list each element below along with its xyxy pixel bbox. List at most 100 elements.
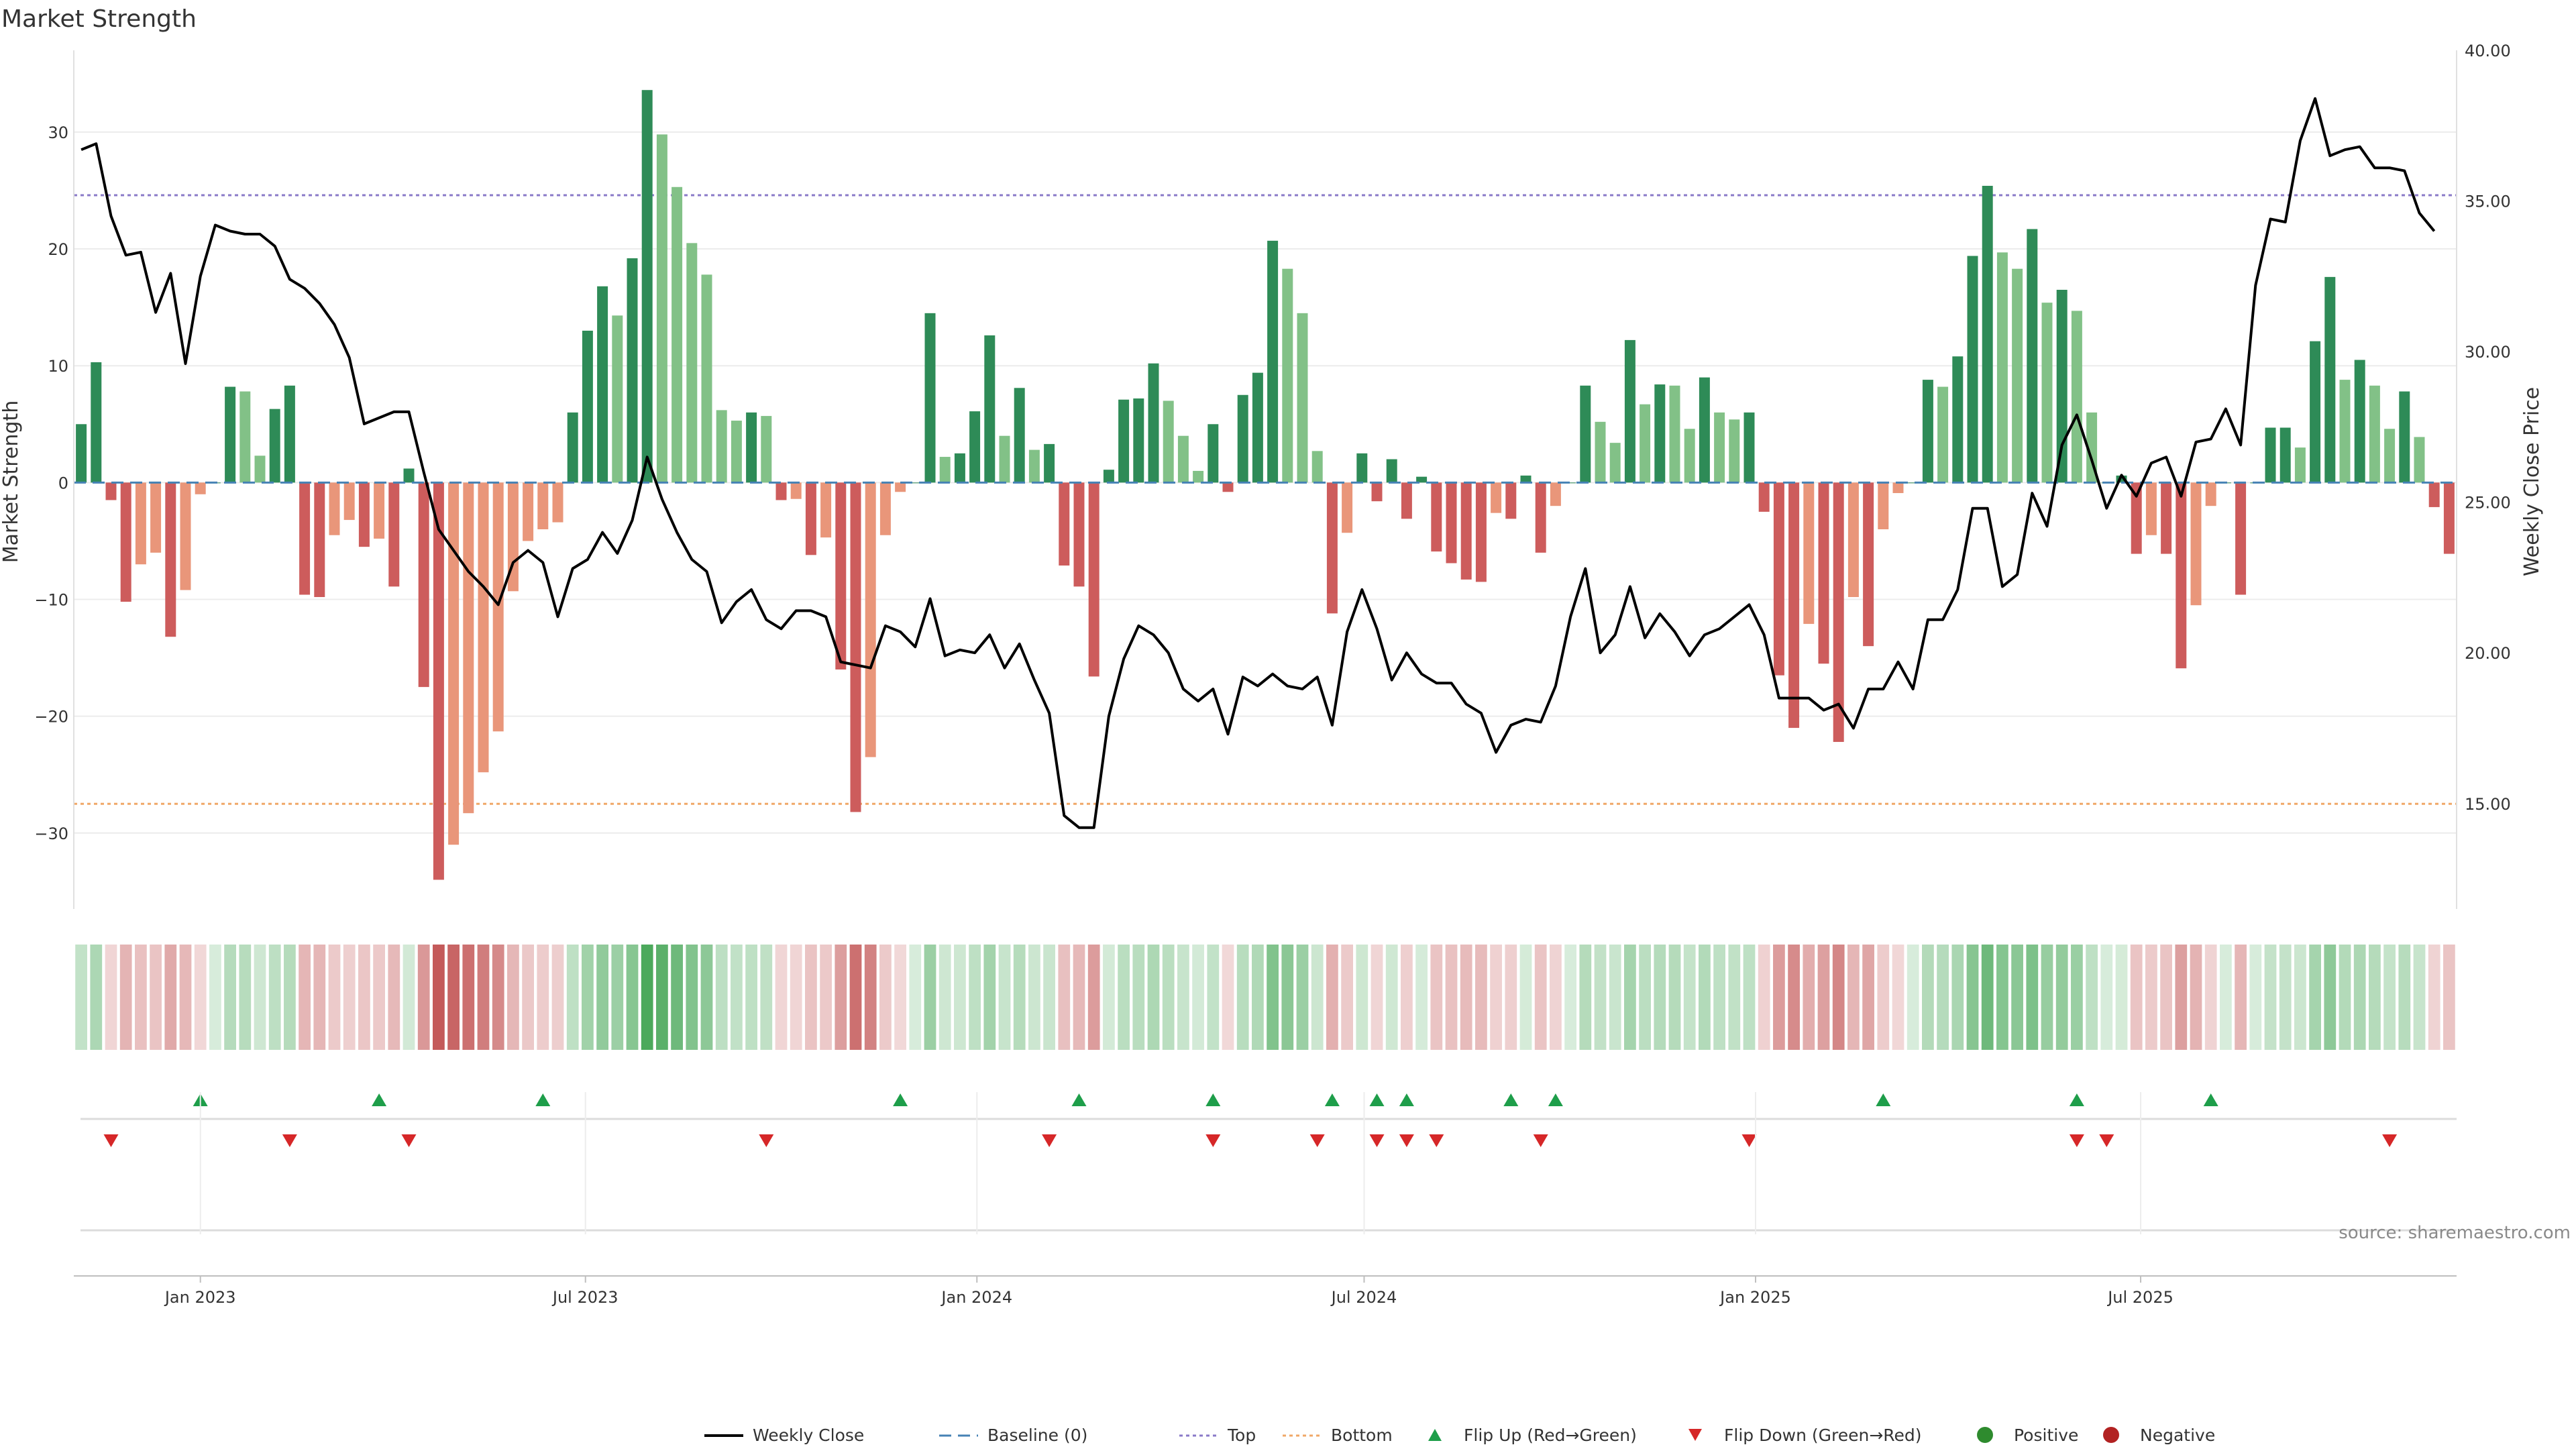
heat-cell-77: [1222, 945, 1234, 1050]
strength-bar-86: [1356, 453, 1368, 483]
strength-bar-24: [433, 482, 444, 880]
heat-cell-57: [924, 945, 936, 1050]
strength-bar-53: [865, 482, 876, 757]
strength-bar-118: [1833, 482, 1844, 742]
strength-bar-141: [2176, 482, 2187, 669]
strength-bar-13: [269, 409, 280, 483]
strength-bar-88: [1386, 459, 1397, 483]
flip-up-marker-2: [535, 1093, 551, 1106]
heat-cell-53: [864, 945, 877, 1050]
heat-cell-75: [1192, 945, 1204, 1050]
left-tick-label-0: −30: [34, 824, 68, 843]
chart-title: Market Strength: [1, 5, 197, 33]
strength-bar-41: [686, 243, 698, 483]
strength-bar-79: [1252, 372, 1263, 483]
strength-bar-100: [1565, 482, 1576, 484]
strength-bar-68: [1088, 482, 1099, 677]
strength-bar-103: [1609, 443, 1621, 483]
strength-bar-71: [1133, 398, 1144, 483]
strength-bar-101: [1580, 385, 1591, 483]
heat-cell-104: [1624, 945, 1636, 1050]
heat-cell-133: [2055, 945, 2068, 1050]
flip-down-marker-4: [1042, 1134, 1057, 1147]
heat-cell-28: [492, 945, 504, 1050]
heat-cell-12: [254, 945, 266, 1050]
heat-cell-148: [2279, 945, 2292, 1050]
flip-down-marker-12: [2069, 1134, 2084, 1147]
strength-bar-15: [299, 482, 311, 595]
heat-cell-130: [2011, 945, 2023, 1050]
heat-cell-79: [1252, 945, 1264, 1050]
strength-bar-116: [1803, 482, 1815, 625]
strength-bar-35: [597, 286, 608, 483]
heat-cell-145: [2235, 945, 2247, 1050]
left-axis-title: Market Strength: [0, 400, 23, 563]
heat-cell-74: [1177, 945, 1189, 1050]
heat-cell-143: [2204, 945, 2217, 1050]
strength-bar-69: [1103, 470, 1114, 483]
heat-cell-114: [1773, 945, 1785, 1050]
heat-cell-124: [1922, 945, 1934, 1050]
strength-bar-56: [910, 482, 921, 484]
strength-bar-73: [1163, 400, 1174, 483]
heat-cell-85: [1341, 945, 1353, 1050]
right-tick-label-0: 15.00: [2465, 795, 2511, 814]
heat-cell-159: [2443, 945, 2455, 1050]
strength-bar-20: [374, 482, 385, 539]
strength-bar-96: [1505, 482, 1517, 519]
heat-cell-71: [1132, 945, 1145, 1050]
strength-bar-126: [1952, 356, 1964, 483]
flip-up-marker-9: [1503, 1093, 1519, 1106]
heat-cell-106: [1654, 945, 1666, 1050]
strength-bar-129: [1996, 252, 2008, 483]
strength-bar-61: [984, 335, 996, 483]
heat-cell-31: [537, 945, 549, 1050]
strength-bar-18: [343, 482, 355, 521]
strength-bar-64: [1028, 449, 1040, 483]
strength-bar-97: [1520, 475, 1532, 483]
heat-cell-108: [1683, 945, 1696, 1050]
heat-cell-35: [596, 945, 608, 1050]
strength-bar-109: [1699, 377, 1710, 483]
strength-bar-54: [879, 482, 891, 535]
heat-cell-157: [2413, 945, 2426, 1050]
legend-label-3: Bottom: [1331, 1426, 1393, 1445]
heat-cell-2: [105, 945, 117, 1050]
flip-up-marker-6: [1324, 1093, 1340, 1106]
source-note: source: sharemaestro.com: [2339, 1223, 2571, 1243]
date-tick-label-5: Jul 2025: [2106, 1288, 2174, 1307]
flip-down-marker-1: [282, 1134, 297, 1147]
heat-cell-138: [2130, 945, 2143, 1050]
flip-down-marker-6: [1309, 1134, 1325, 1147]
strength-bar-38: [641, 90, 653, 483]
heat-cell-36: [611, 945, 624, 1050]
heat-cell-5: [150, 945, 162, 1050]
flip-up-marker-12: [2069, 1093, 2084, 1106]
strength-bar-59: [954, 453, 965, 483]
heat-cell-125: [1937, 945, 1949, 1050]
heat-cell-111: [1728, 945, 1741, 1050]
strength-bar-142: [2190, 482, 2202, 606]
date-axis: Jan 2023 Jul 2023 Jan 2024 Jul 2024 Jan 2025…: [74, 1092, 2457, 1307]
strength-bar-66: [1059, 482, 1070, 566]
strength-bar-120: [1863, 482, 1874, 647]
heat-cell-55: [894, 945, 906, 1050]
strength-bar-158: [2428, 482, 2440, 507]
heat-cell-27: [477, 945, 490, 1050]
heat-cell-52: [849, 945, 862, 1050]
strength-bar-121: [1878, 482, 1889, 530]
date-tick-label-0: Jan 2023: [164, 1288, 236, 1307]
strength-bar-137: [2116, 475, 2127, 483]
strength-bar-74: [1177, 435, 1189, 483]
heat-cell-144: [2220, 945, 2232, 1050]
heat-cell-41: [686, 945, 698, 1050]
left-tick-label-2: −10: [34, 591, 68, 610]
strength-bar-131: [2027, 229, 2038, 483]
heat-cell-86: [1356, 945, 1368, 1050]
strength-bar-159: [2443, 482, 2455, 554]
flip-up-marker-13: [2203, 1093, 2218, 1106]
heat-cell-109: [1699, 945, 1711, 1050]
strength-bar-48: [790, 482, 802, 499]
heat-cell-90: [1415, 945, 1428, 1050]
flip-down-marker-0: [103, 1134, 119, 1147]
